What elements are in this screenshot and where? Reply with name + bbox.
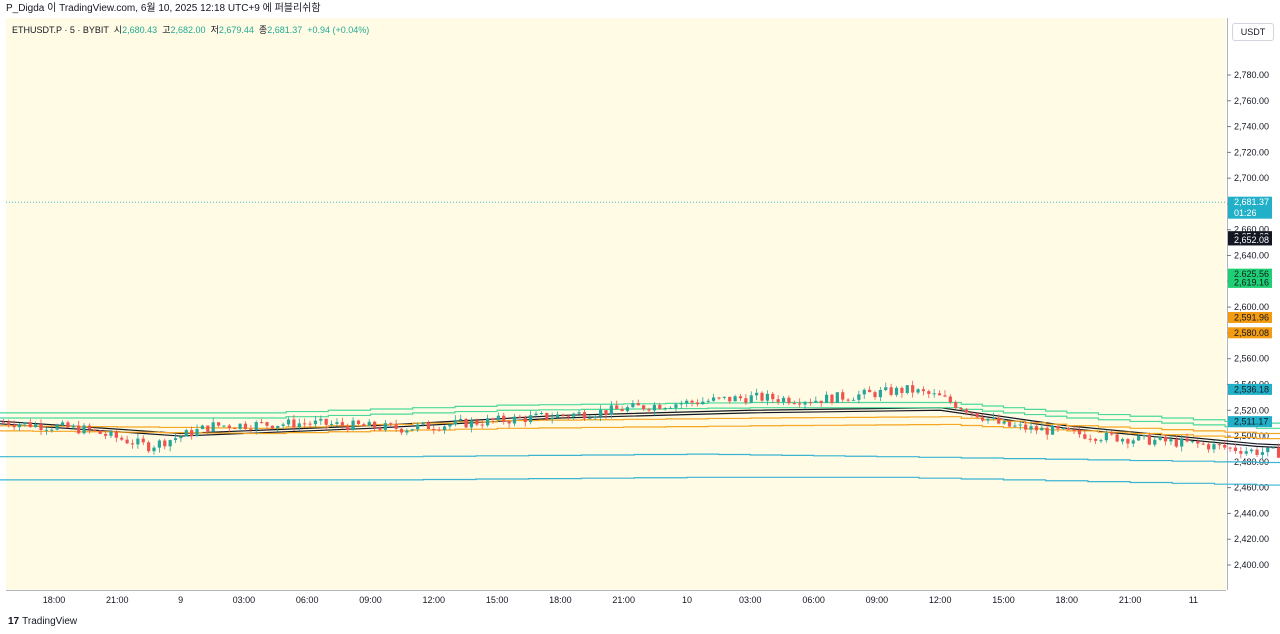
- open-value: 2,680.43: [122, 25, 158, 35]
- tradingview-mark-icon: 17: [8, 616, 20, 627]
- tradingview-logo[interactable]: 17 TradingView: [8, 616, 77, 627]
- change-value: +0.94 (+0.04%): [307, 25, 370, 35]
- close-value: 2,681.37: [267, 25, 303, 35]
- chart-plot-area[interactable]: [6, 18, 1226, 590]
- close-label: 종: [258, 25, 268, 35]
- high-value: 2,682.00: [170, 25, 206, 35]
- time-axis[interactable]: [6, 590, 1226, 611]
- symbol-legend[interactable]: ETHUSDT.P · 5 · BYBIT 시2,680.43 고2,682.0…: [12, 23, 369, 36]
- price-axis[interactable]: [1227, 18, 1280, 590]
- open-label: 시: [113, 25, 123, 35]
- high-label: 고: [162, 25, 171, 35]
- low-value: 2,679.44: [218, 25, 254, 35]
- footer: 17 TradingView: [0, 610, 1280, 634]
- currency-button[interactable]: USDT: [1232, 23, 1274, 41]
- publish-attribution: P_Digda 이 TradingView.com, 6월 10, 2025 1…: [0, 0, 1280, 18]
- low-label: 저: [210, 25, 219, 35]
- symbol-name: ETHUSDT.P · 5 · BYBIT: [12, 25, 109, 35]
- brand-name: TradingView: [22, 616, 78, 627]
- candle-body: [1, 421, 5, 423]
